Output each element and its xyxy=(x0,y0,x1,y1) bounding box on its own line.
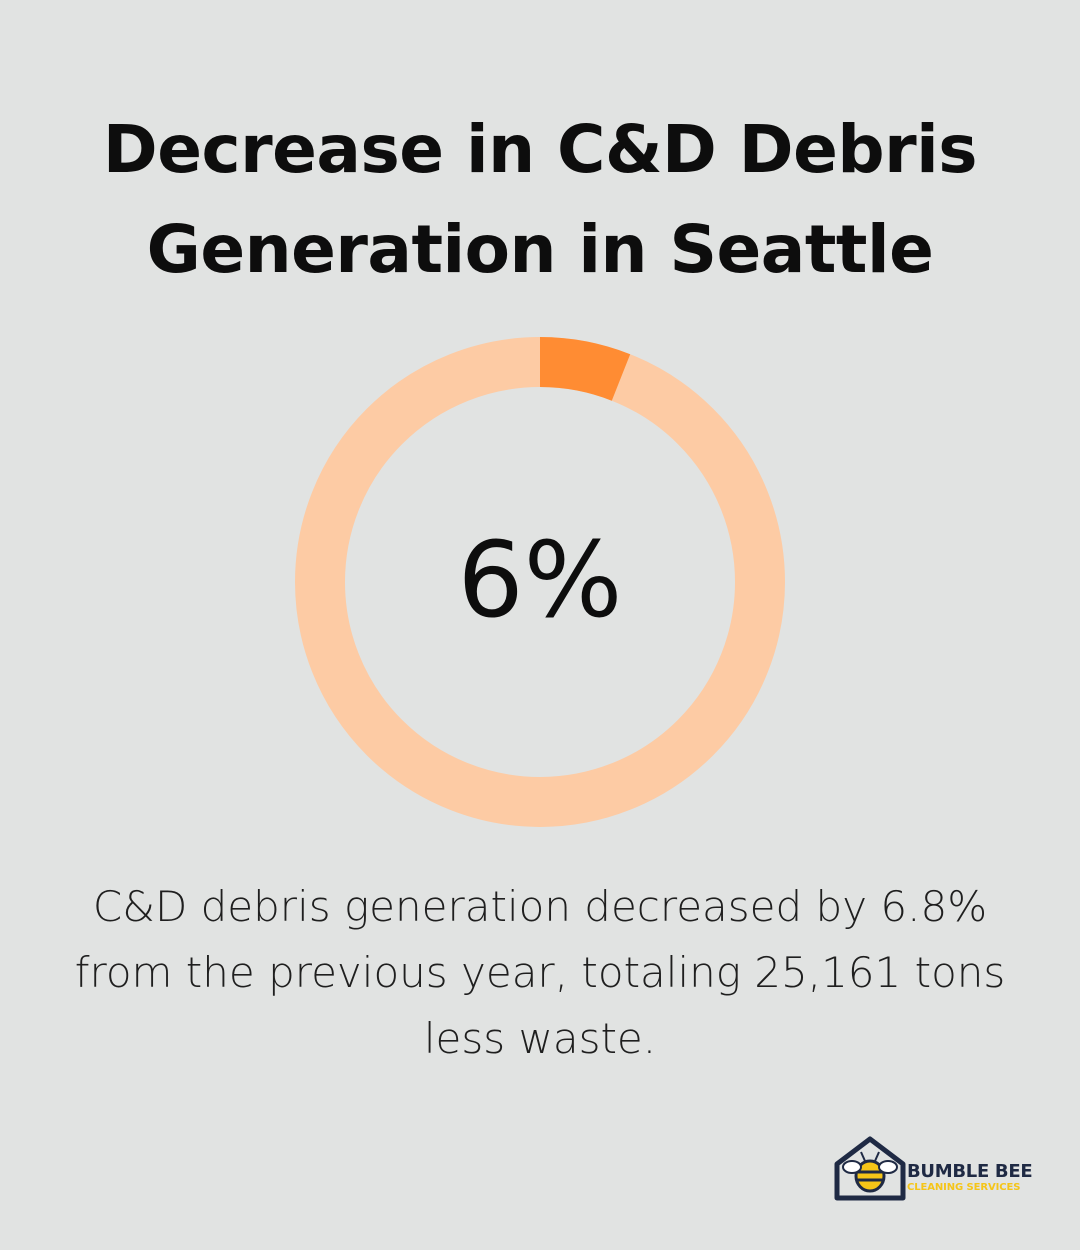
brand-name: BUMBLE BEE xyxy=(907,1161,1033,1182)
bee-house-icon xyxy=(834,1136,906,1201)
donut-chart xyxy=(295,337,785,827)
chart-title: Decrease in C&D Debris Generation in Sea… xyxy=(102,111,978,288)
center-percent-label: 6% xyxy=(457,519,623,641)
brand-logo: BUMBLE BEE CLEANING SERVICES xyxy=(907,1161,1033,1194)
brand-tagline: CLEANING SERVICES xyxy=(907,1182,1021,1193)
donut-highlight-slice xyxy=(540,337,631,401)
chart-description: C&D debris generation decreased by 6.8% … xyxy=(74,882,1006,1063)
